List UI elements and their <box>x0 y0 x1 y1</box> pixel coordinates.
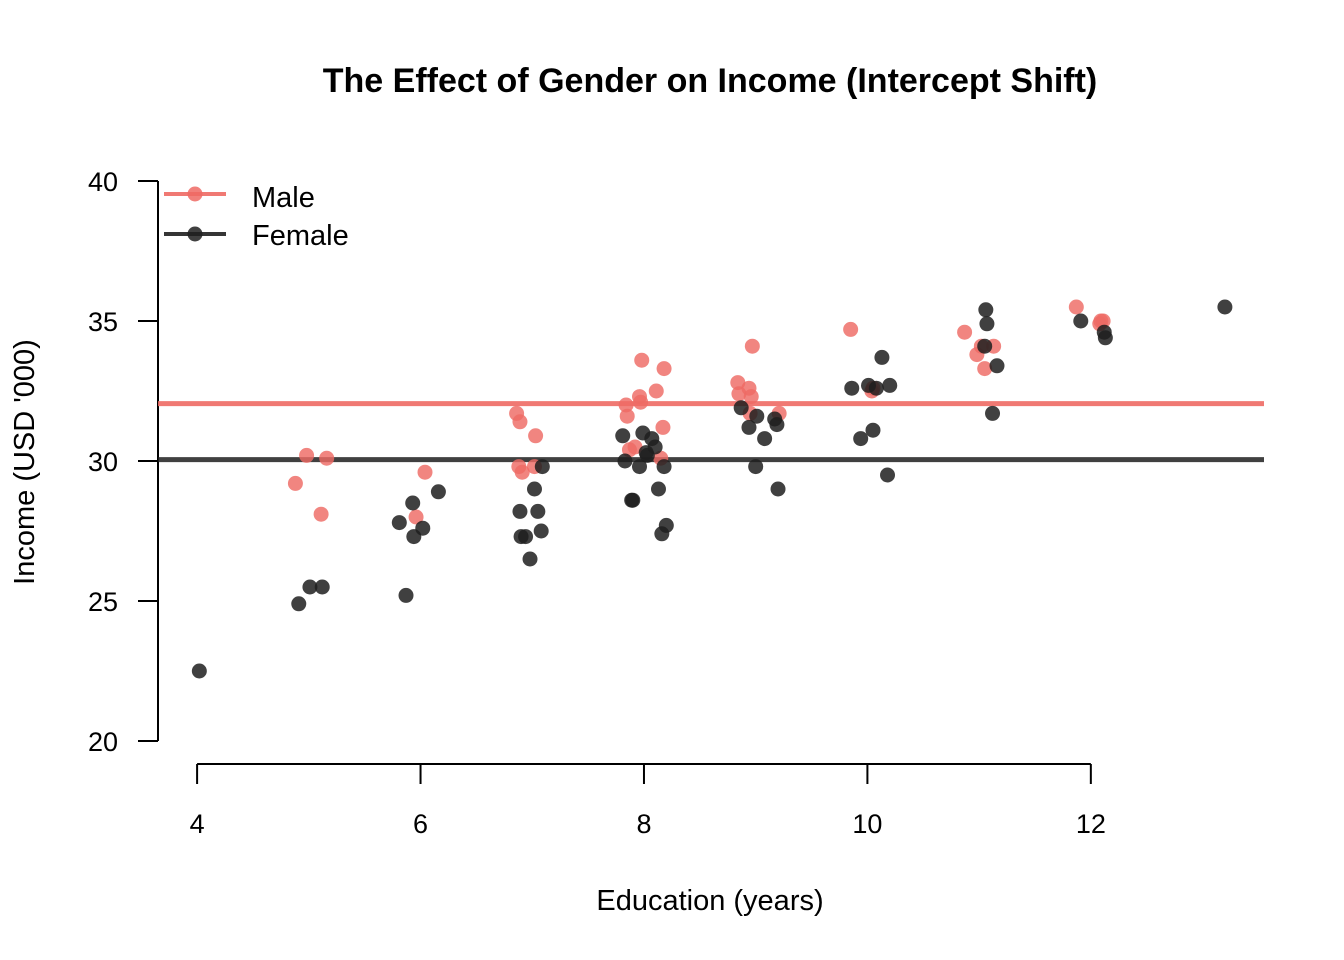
point-female <box>1217 299 1233 315</box>
point-male <box>287 475 303 491</box>
point-female <box>617 453 633 469</box>
point-female <box>430 484 446 500</box>
point-female <box>749 408 765 424</box>
point-female <box>405 495 421 511</box>
point-female <box>978 302 994 318</box>
point-female <box>526 481 542 497</box>
point-male <box>512 414 528 430</box>
y-tick-label: 25 <box>88 587 118 617</box>
legend-item-female: Female <box>164 220 349 252</box>
point-male <box>319 450 335 466</box>
x-tick-label: 4 <box>190 809 205 839</box>
legend-female-marker <box>187 226 203 242</box>
point-female <box>522 551 538 567</box>
intercept-lines <box>158 401 1264 463</box>
y-axis-label: Income (USD '000) <box>9 339 41 585</box>
point-male <box>313 506 329 522</box>
point-female <box>512 503 528 519</box>
point-female <box>647 439 663 455</box>
point-female <box>741 419 757 435</box>
point-female <box>769 417 785 433</box>
point-female <box>985 405 1001 421</box>
point-female <box>844 380 860 396</box>
point-female <box>291 596 307 612</box>
point-male <box>634 352 650 368</box>
legend-female-label: Female <box>252 220 349 252</box>
point-male <box>648 383 664 399</box>
x-tick-label: 10 <box>852 809 882 839</box>
x-tick-label: 12 <box>1076 809 1106 839</box>
point-female <box>302 579 318 595</box>
x-axis: 4 6 8 10 12 <box>190 763 1106 839</box>
x-axis-label: Education (years) <box>596 885 823 917</box>
point-female <box>415 520 431 536</box>
point-female <box>656 459 672 475</box>
point-female <box>533 523 549 539</box>
point-female <box>314 579 330 595</box>
point-female <box>534 459 550 475</box>
point-male <box>627 439 643 455</box>
y-tick-label: 35 <box>88 307 118 337</box>
point-male <box>977 361 993 377</box>
point-male <box>656 361 672 377</box>
point-male <box>655 419 671 435</box>
point-male <box>618 397 634 413</box>
legend-male-marker <box>187 186 203 202</box>
point-male <box>299 447 315 463</box>
legend: Male Female <box>164 182 349 252</box>
point-female <box>625 492 641 508</box>
point-female <box>853 431 869 447</box>
point-female <box>989 358 1005 374</box>
point-female <box>650 481 666 497</box>
point-female <box>1097 330 1113 346</box>
point-female <box>398 587 414 603</box>
point-female <box>865 422 881 438</box>
point-female <box>191 663 207 679</box>
x-tick-label: 6 <box>413 809 428 839</box>
point-female <box>979 316 995 332</box>
point-male <box>514 464 530 480</box>
point-female <box>868 380 884 396</box>
point-male <box>744 338 760 354</box>
point-male <box>843 321 859 337</box>
point-female <box>770 481 786 497</box>
point-female <box>632 459 648 475</box>
point-female <box>757 431 773 447</box>
data-points <box>191 299 1233 679</box>
point-female <box>518 529 534 545</box>
point-female <box>658 517 674 533</box>
point-male <box>633 394 649 410</box>
point-female <box>882 377 898 393</box>
point-male <box>730 375 746 391</box>
chart-title: The Effect of Gender on Income (Intercep… <box>323 62 1098 100</box>
point-male <box>743 389 759 405</box>
point-female <box>530 503 546 519</box>
legend-item-male: Male <box>164 182 315 214</box>
point-female <box>615 428 631 444</box>
point-male <box>957 324 973 340</box>
point-female <box>874 349 890 365</box>
point-male <box>417 464 433 480</box>
y-axis: 20 25 30 35 40 <box>88 167 159 757</box>
point-female <box>880 467 896 483</box>
x-tick-label: 8 <box>636 809 651 839</box>
point-male <box>619 408 635 424</box>
point-male <box>408 509 424 525</box>
point-male <box>528 428 544 444</box>
y-tick-label: 40 <box>88 167 118 197</box>
point-female <box>977 338 993 354</box>
point-female <box>748 459 764 475</box>
y-tick-label: 30 <box>88 447 118 477</box>
point-male <box>1068 299 1084 315</box>
point-female <box>391 515 407 531</box>
legend-male-label: Male <box>252 182 315 214</box>
point-male <box>1095 313 1111 329</box>
point-female <box>1073 313 1089 329</box>
y-tick-label: 20 <box>88 727 118 757</box>
point-female <box>733 400 749 416</box>
